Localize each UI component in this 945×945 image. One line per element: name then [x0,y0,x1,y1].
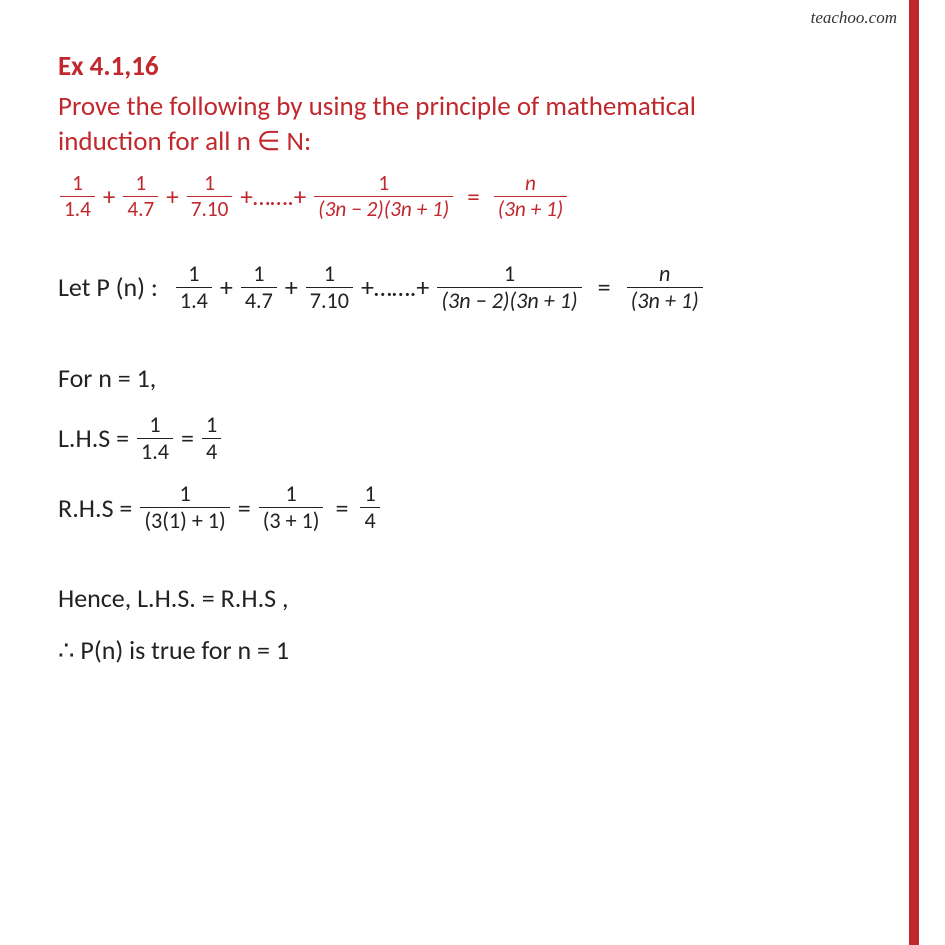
term-1: 1 1.4 [60,173,95,221]
lhs-line: L.H.S = 1 1.4 = 1 4 [58,414,887,463]
rhs-term: n (3n + 1) [494,173,568,221]
watermark: teachoo.com [811,8,897,28]
for-n-1: For n = 1, [58,362,887,394]
content-area: Ex 4.1,16 Prove the following by using t… [0,0,945,666]
let-pn-line: Let P (n) : 1 1.4 + 1 4.7 + 1 7.10 +…….+… [58,263,887,312]
term-3: 1 7.10 [187,173,233,221]
term-2: 1 4.7 [123,173,158,221]
hence-line: Hence, L.H.S. = R.H.S , [58,582,887,614]
prove-line-1: Prove the following by using the princip… [58,89,887,124]
formula-to-prove: 1 1.4 + 1 4.7 + 1 7.10 +…….+ 1 (3n − 2)(… [58,173,887,221]
let-pn-label: Let P (n) : [58,271,158,303]
exercise-title: Ex 4.1,16 [58,50,887,83]
rhs-line: R.H.S = 1 (3(1) + 1) = 1 (3 + 1) = 1 4 [58,483,887,532]
right-border [909,0,919,945]
prove-line-2: induction for all n ∈ N: [58,124,887,159]
term-last: 1 (3n − 2)(3n + 1) [314,173,453,221]
therefore-line: ∴ P(n) is true for n = 1 [58,634,887,666]
